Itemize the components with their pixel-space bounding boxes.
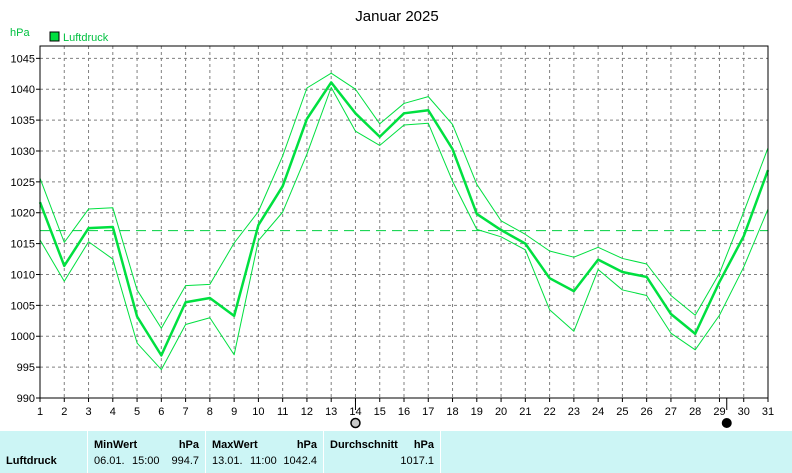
x-tick-label: 7 [183, 406, 189, 418]
x-tick-label: 12 [301, 406, 313, 418]
stats-label: Luftdruck [6, 455, 57, 467]
min-header: MinWert [94, 439, 138, 451]
min-cell: MinWert hPa 06.01. 15:00 994.7 [88, 431, 205, 473]
y-tick-label: 1015 [11, 239, 35, 251]
divider [323, 431, 324, 473]
max-value: 1042.4 [283, 455, 317, 467]
y-tick-label: 1045 [11, 53, 35, 65]
x-tick-label: 16 [398, 406, 410, 418]
max-date: 13.01. [212, 455, 243, 467]
x-tick-label: 4 [110, 406, 116, 418]
legend-swatch [49, 31, 60, 42]
y-tick-label: 990 [17, 393, 35, 405]
min-value: 994.7 [171, 455, 199, 467]
x-tick-label: 1 [37, 406, 43, 418]
x-tick-label: 31 [762, 406, 774, 418]
stats-label-cell: Luftdruck [0, 431, 87, 473]
x-tick-label: 27 [665, 406, 677, 418]
x-tick-label: 28 [689, 406, 701, 418]
x-tick-label: 3 [85, 406, 91, 418]
divider [87, 431, 88, 473]
grid [40, 46, 768, 398]
legend-label: Luftdruck [63, 32, 109, 44]
min-time: 15:00 [132, 455, 160, 467]
y-tick-label: 1010 [11, 269, 35, 281]
y-tick-labels: 990 995 1000 1005 1010 1015 1020 1025 1030 1035 10… [11, 53, 40, 405]
x-tick-label: 9 [231, 406, 237, 418]
max-cell: MaxWert hPa 13.01. 11:00 1042.4 [206, 431, 323, 473]
x-tick-label: 22 [543, 406, 555, 418]
new-moon-icon [721, 418, 732, 428]
x-tick-label: 25 [616, 406, 628, 418]
x-tick-label: 8 [207, 406, 213, 418]
x-tick-label: 18 [446, 406, 458, 418]
y-tick-label: 1020 [11, 208, 35, 220]
x-tick-label: 17 [422, 406, 434, 418]
max-header: MaxWert [212, 439, 258, 451]
max-time: 11:00 [250, 455, 277, 467]
y-tick-label: 1035 [11, 115, 35, 127]
divider [440, 431, 441, 473]
full-moon-icon [350, 417, 361, 429]
x-tick-label: 10 [252, 406, 264, 418]
plot-frame [39, 45, 769, 399]
y-axis-unit: hPa [10, 27, 30, 39]
divider [205, 431, 206, 473]
pressure-chart: Januar 2025 hPa Luftdruck 990 995 1000 1005… [10, 8, 774, 429]
stats-panel: Luftdruck MinWert hPa 06.01. 15:00 994.7… [0, 431, 792, 473]
avg-value: 1017.1 [400, 455, 434, 467]
x-tick-label: 19 [471, 406, 483, 418]
x-tick-label: 5 [134, 406, 140, 418]
x-tick-label: 6 [158, 406, 164, 418]
x-tick-label: 15 [374, 406, 386, 418]
series-line-upper [39, 72, 769, 329]
x-tick-label: 26 [641, 406, 653, 418]
moon-markers [350, 398, 732, 429]
x-tick-label: 11 [277, 406, 288, 418]
x-tick-labels: 1 2 3 4 5 6 7 8 9 10 11 12 13 14 15 16 17 18 19 20 21 22 23 24 2… [37, 398, 774, 418]
x-tick-label: 23 [568, 406, 580, 418]
y-tick-label: 1040 [11, 84, 35, 96]
y-tick-label: 1025 [11, 177, 35, 189]
series-line-lower [39, 86, 769, 371]
avg-header: Durchschnitt [330, 439, 398, 451]
avg-cell: Durchschnitt hPa 1017.1 [324, 431, 440, 473]
avg-unit: hPa [413, 439, 434, 451]
y-tick-label: 1005 [11, 300, 35, 312]
x-tick-label: 14 [349, 406, 361, 418]
y-tick-label: 1000 [11, 331, 35, 343]
y-tick-label: 995 [17, 362, 35, 374]
min-date: 06.01. [94, 455, 125, 467]
x-tick-label: 30 [738, 406, 750, 418]
max-unit: hPa [296, 439, 317, 451]
x-tick-label: 2 [61, 406, 67, 418]
x-tick-label: 29 [713, 406, 725, 418]
x-tick-label: 24 [592, 406, 604, 418]
min-unit: hPa [178, 439, 199, 451]
series-line-luftdruck [38, 81, 770, 357]
chart-title: Januar 2025 [355, 8, 438, 25]
x-tick-label: 13 [325, 406, 337, 418]
series-lines [38, 72, 770, 371]
x-tick-label: 20 [495, 406, 507, 418]
x-tick-label: 21 [519, 406, 531, 418]
y-tick-label: 1030 [11, 146, 35, 158]
